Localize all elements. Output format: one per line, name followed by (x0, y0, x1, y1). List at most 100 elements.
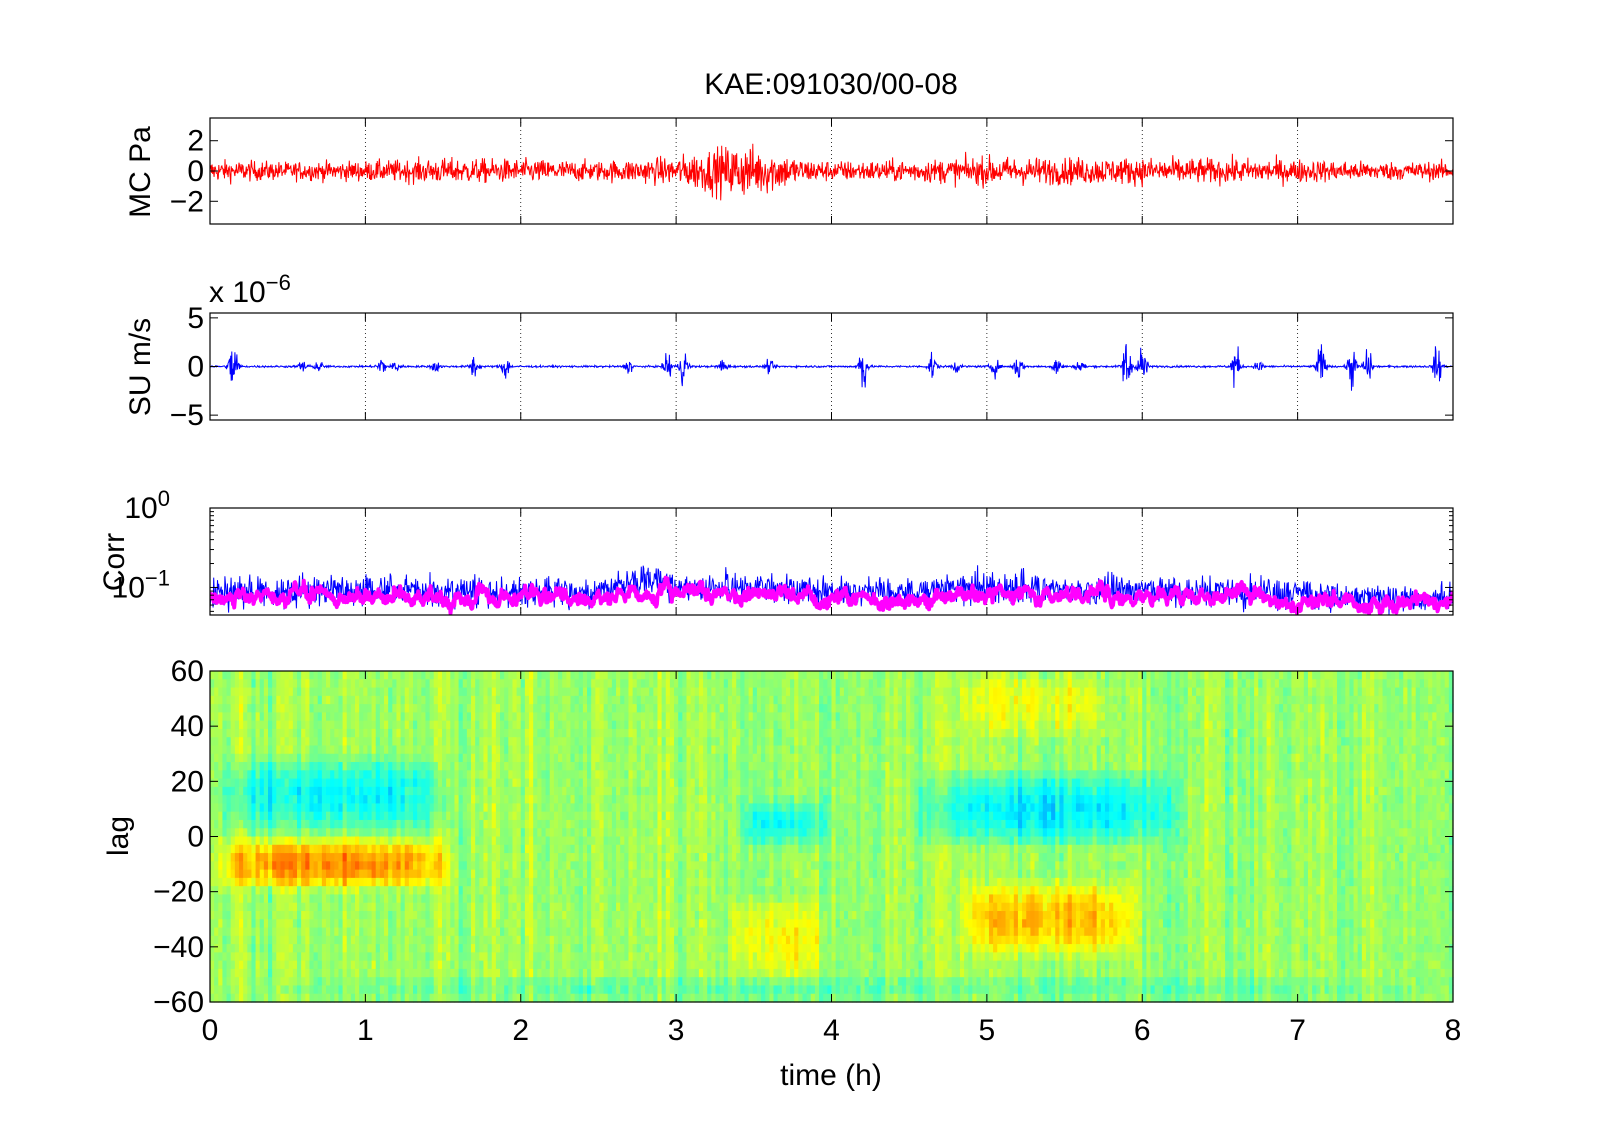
heatmap-cell (524, 695, 530, 705)
heatmap-cell (268, 919, 273, 929)
heatmap-cell (616, 753, 621, 763)
heatmap-cell (578, 877, 584, 887)
heatmap-cell (392, 762, 398, 771)
heatmap-cell (632, 853, 638, 862)
heatmap-cell (442, 935, 447, 945)
heatmap-cell (392, 687, 398, 697)
heatmap-cell (301, 704, 306, 713)
heatmap-cell (330, 944, 335, 953)
heatmap-cell (466, 795, 472, 805)
heatmap-cell (326, 844, 331, 854)
heatmap-cell (251, 679, 257, 689)
heatmap-cell (342, 869, 348, 879)
heatmap-cell (367, 894, 373, 904)
heatmap-cell (437, 952, 443, 962)
heatmap-cell (384, 770, 389, 780)
heatmap-cell (367, 877, 373, 887)
heatmap-cell (413, 910, 418, 920)
heatmap-cell (574, 836, 580, 846)
heatmap-cell (334, 968, 340, 978)
heatmap-cell (645, 902, 650, 912)
heatmap-cell (350, 687, 356, 697)
heatmap-cell (707, 728, 712, 738)
correlation-smoothed-trace (210, 575, 1453, 615)
heatmap-cell (379, 803, 385, 813)
heatmap-cell (450, 853, 456, 862)
heatmap-cell (305, 704, 311, 713)
heatmap-cell (342, 886, 348, 896)
heatmap-cell (628, 894, 634, 904)
heatmap-cell (234, 720, 240, 730)
heatmap-cell (649, 695, 654, 705)
heatmap-cell (698, 811, 704, 821)
heatmap-cell (483, 819, 489, 829)
heatmap-cell (218, 712, 224, 722)
heatmap-cell (624, 886, 630, 896)
heatmap-cell (384, 762, 389, 771)
heatmap-cell (321, 944, 327, 953)
heatmap-cell (317, 687, 323, 697)
heatmap-cell (408, 861, 414, 871)
heatmap-cell (491, 902, 497, 912)
heatmap-cell (392, 712, 398, 722)
heatmap-cell (707, 737, 712, 747)
heatmap-cell (479, 762, 485, 771)
heatmap-cell (665, 853, 671, 862)
heatmap-cell (508, 944, 514, 953)
heatmap-cell (458, 795, 464, 805)
heatmap-cell (326, 778, 331, 788)
heatmap-cell (251, 968, 257, 978)
heatmap-cell (210, 844, 215, 854)
heatmap-cell (582, 679, 588, 689)
heatmap-cell (243, 728, 248, 738)
heatmap-cell (479, 836, 485, 846)
heatmap-cell (694, 811, 700, 821)
heatmap-cell (259, 745, 265, 755)
heatmap-cell (587, 902, 592, 912)
heatmap-cell (214, 737, 219, 747)
heatmap-cell (338, 720, 344, 730)
heatmap-cell (247, 762, 253, 771)
heatmap-cell (359, 877, 364, 887)
heatmap-cell (582, 712, 588, 722)
heatmap-cell (326, 869, 331, 879)
heatmap-cell (624, 993, 630, 1003)
heatmap-cell (313, 861, 319, 871)
heatmap-cell (578, 803, 584, 813)
heatmap-cell (549, 745, 555, 755)
heatmap-cell (301, 985, 306, 995)
heatmap-cell (396, 712, 402, 722)
heatmap-cell (371, 795, 377, 805)
heatmap-cell (326, 877, 331, 887)
heatmap-cell (487, 935, 493, 945)
heatmap-cell (649, 861, 654, 871)
heatmap-cell (417, 728, 422, 738)
heatmap-cell (363, 902, 369, 912)
heatmap-cell (342, 803, 348, 813)
heatmap-cell (524, 869, 530, 879)
heatmap-cell (603, 753, 609, 763)
heatmap-cell (392, 886, 398, 896)
heatmap-cell (297, 977, 302, 987)
heatmap-cell (429, 977, 435, 987)
heatmap-cell (317, 910, 323, 920)
heatmap-cell (259, 844, 265, 854)
heatmap-cell (694, 778, 700, 788)
heatmap-cell (640, 828, 646, 838)
heatmap-cell (330, 737, 335, 747)
heatmap-cell (305, 687, 311, 697)
heatmap-cell (429, 869, 435, 879)
heatmap-cell (595, 828, 601, 838)
heatmap-cell (653, 795, 659, 805)
heatmap-cell (280, 935, 286, 945)
heatmap-cell (471, 695, 476, 705)
heatmap-cell (417, 786, 422, 796)
heatmap-cell (558, 828, 563, 838)
heatmap-cell (678, 695, 683, 705)
heatmap-cell (326, 853, 331, 862)
heatmap-cell (640, 919, 646, 929)
heatmap-cell (280, 786, 286, 796)
heatmap-cell (495, 704, 501, 713)
heatmap-cell (239, 695, 244, 705)
heatmap-cell (292, 902, 298, 912)
